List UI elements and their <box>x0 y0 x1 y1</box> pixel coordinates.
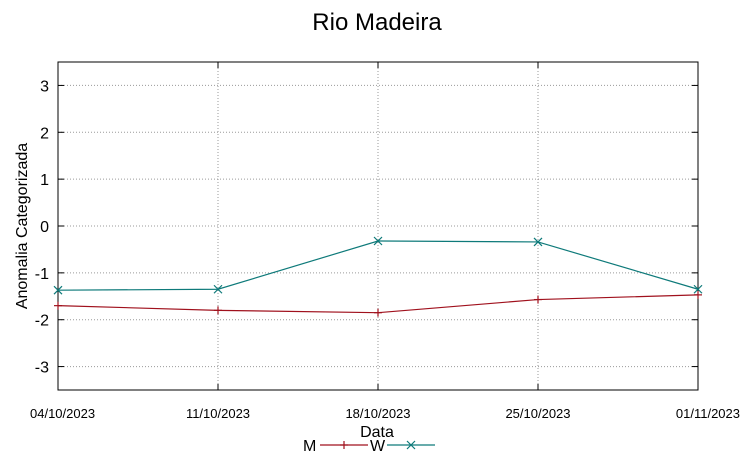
y-tick-label: -2 <box>35 313 49 330</box>
data-point-cross <box>213 284 223 294</box>
grid-lines <box>58 62 698 390</box>
data-point-cross <box>406 440 416 450</box>
legend-label-m: M <box>303 438 316 455</box>
y-axis-label: Anomalia Categorizada <box>14 143 31 309</box>
y-tick-label: 0 <box>40 219 49 236</box>
x-tick-label: 18/10/2023 <box>345 406 410 421</box>
plot-area-border <box>57 61 699 391</box>
x-tick-label: 04/10/2023 <box>30 406 95 421</box>
chart-title: Rio Madeira <box>312 9 442 36</box>
y-tick-label: 1 <box>40 172 49 189</box>
x-tick-label: 01/11/2023 <box>676 406 740 421</box>
data-point-cross <box>533 237 543 247</box>
y-tick-label: -3 <box>35 360 49 377</box>
x-axis-ticks: 04/10/2023 11/10/2023 18/10/2023 25/10/2023… <box>30 62 740 421</box>
series-m <box>54 290 702 317</box>
y-axis-ticks: -3 -2 -1 0 1 2 3 <box>35 78 698 377</box>
y-tick-label: 3 <box>40 78 49 95</box>
x-tick-label: 11/10/2023 <box>186 406 250 421</box>
data-point-cross <box>373 236 383 246</box>
data-point-cross <box>693 284 703 294</box>
x-axis-label: Data <box>360 424 394 441</box>
y-tick-label: 2 <box>40 125 49 142</box>
series-lines <box>53 236 703 317</box>
y-tick-label: -1 <box>35 266 49 283</box>
data-point-cross <box>53 285 63 295</box>
x-tick-label: 25/10/2023 <box>505 406 570 421</box>
legend-label-w: W <box>370 438 386 455</box>
series-w <box>53 236 703 295</box>
